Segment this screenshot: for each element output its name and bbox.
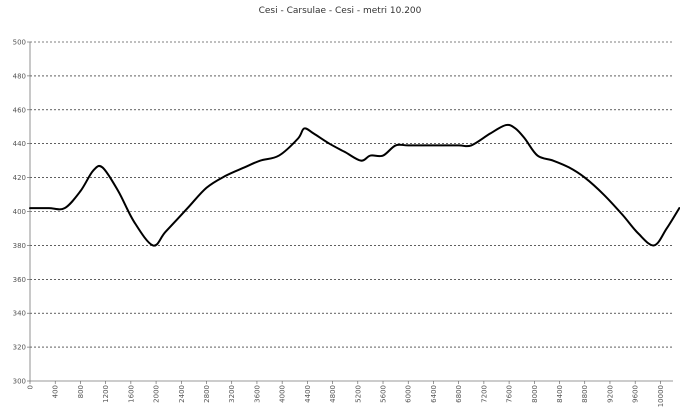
x-tick-label: 3600	[253, 385, 261, 403]
x-tick-label: 7600	[506, 385, 514, 403]
x-tick-label: 8000	[531, 385, 539, 403]
x-tick-label: 8400	[556, 385, 564, 403]
x-tick-label: 9600	[632, 385, 640, 403]
y-axis-tick-labels: 300 320 340 360 380 400 420 440 460 480 500	[13, 39, 26, 386]
x-tick-label: 800	[77, 385, 85, 398]
x-tick-label: 1600	[127, 385, 135, 403]
axes	[27, 41, 673, 384]
x-tick-label: 3200	[228, 385, 236, 403]
x-tick-label: 6000	[405, 385, 413, 403]
gridlines	[30, 41, 673, 348]
x-axis-tick-labels: 0 400 800 1200 1600 2000 2400 2800 3200 3600 4000 4…	[27, 385, 665, 407]
y-tick-label: 380	[13, 242, 26, 250]
x-tick-label: 6400	[430, 385, 438, 403]
series-layer	[29, 123, 680, 247]
x-tick-label: 2000	[153, 385, 161, 403]
x-tick-label: 6800	[455, 385, 463, 403]
y-tick-label: 420	[13, 174, 26, 182]
y-tick-label: 460	[13, 106, 26, 114]
y-tick-label: 340	[13, 310, 26, 318]
series-line-0	[29, 123, 680, 247]
x-tick-label: 8800	[581, 385, 589, 403]
y-tick-label: 320	[13, 344, 26, 352]
x-tick-label: 10000	[657, 385, 665, 407]
x-tick-label: 4400	[304, 385, 312, 403]
y-tick-label: 360	[13, 276, 26, 284]
y-tick-label: 440	[13, 140, 26, 148]
y-tick-label: 300	[13, 378, 26, 386]
y-tick-label: 400	[13, 208, 26, 216]
x-tick-label: 4000	[279, 385, 287, 403]
x-tick-label: 0	[27, 385, 35, 389]
x-tick-label: 9200	[606, 385, 614, 403]
x-tick-label: 1200	[102, 385, 110, 403]
x-tick-label: 4800	[329, 385, 337, 403]
y-tick-label: 500	[13, 39, 26, 47]
x-tick-label: 2800	[203, 385, 211, 403]
x-tick-label: 2400	[178, 385, 186, 403]
y-tick-label: 480	[13, 72, 26, 80]
x-tick-label: 5600	[380, 385, 388, 403]
x-tick-label: 7200	[480, 385, 488, 403]
x-tick-label: 400	[52, 385, 60, 398]
x-tick-label: 5200	[354, 385, 362, 403]
chart-title: Cesi - Carsulae - Cesi - metri 10.200	[259, 6, 422, 16]
